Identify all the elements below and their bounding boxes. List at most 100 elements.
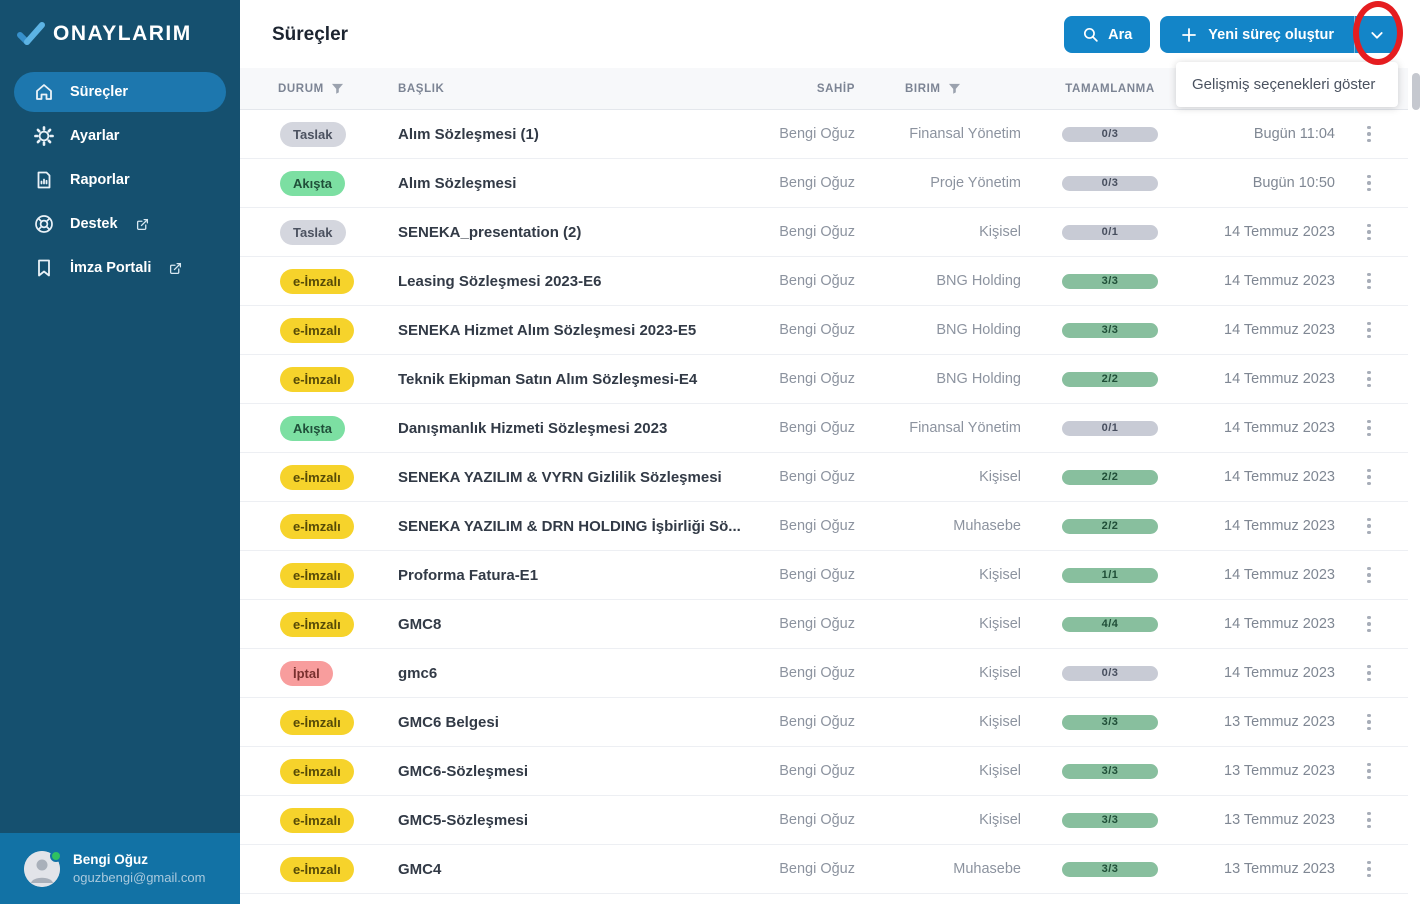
process-title[interactable]: GMC6-Sözleşmesi <box>398 762 529 780</box>
kebab-menu-icon[interactable] <box>1363 316 1375 344</box>
table-row[interactable]: e-İmzalı GMC8 Bengi Oğuz Kişisel 4/4 14 … <box>240 600 1408 649</box>
table-row[interactable]: e-İmzalı Leasing Sözleşmesi 2023-E6 Beng… <box>240 257 1408 306</box>
status-badge: İptal <box>280 660 333 686</box>
table-row[interactable]: e-İmzalı GMC4 Bengi Oğuz Muhasebe 3/3 13… <box>240 845 1408 894</box>
unit-name: Kişisel <box>979 616 1021 632</box>
process-title[interactable]: SENEKA YAZILIM & VYRN Gizlilik Sözleşmes… <box>398 468 722 486</box>
owner-name: Bengi Oğuz <box>779 126 855 142</box>
date-value: 14 Temmuz 2023 <box>1224 567 1335 583</box>
kebab-menu-icon[interactable] <box>1363 463 1375 491</box>
process-title[interactable]: GMC6 Belgesi <box>398 713 499 731</box>
table-row[interactable]: Akışta Alım Sözleşmesi Bengi Oğuz Proje … <box>240 159 1408 208</box>
process-title[interactable]: GMC4 <box>398 860 442 878</box>
table-row[interactable]: e-İmzalı GMC6 Belgesi Bengi Oğuz Kişisel… <box>240 698 1408 747</box>
kebab-menu-icon[interactable] <box>1363 414 1375 442</box>
process-title[interactable]: Alım Sözleşmesi (1) <box>398 125 539 143</box>
table-body: Taslak Alım Sözleşmesi (1) Bengi Oğuz Fi… <box>240 110 1408 894</box>
unit-name: Muhasebe <box>953 518 1021 534</box>
online-status-dot <box>50 849 62 862</box>
sidebar-item-ayarlar[interactable]: Ayarlar <box>14 116 226 156</box>
kebab-menu-icon[interactable] <box>1363 659 1375 687</box>
date-value: 13 Temmuz 2023 <box>1224 714 1335 730</box>
filter-icon-durum[interactable] <box>331 83 344 95</box>
sidebar-item-destek[interactable]: Destek <box>14 204 226 244</box>
kebab-menu-icon[interactable] <box>1363 855 1375 883</box>
table-row[interactable]: e-İmzalı GMC5-Sözleşmesi Bengi Oğuz Kişi… <box>240 796 1408 845</box>
column-header-tamamlanma: TAMAMLANMA <box>1065 82 1155 95</box>
owner-name: Bengi Oğuz <box>779 469 855 485</box>
process-title[interactable]: GMC5-Sözleşmesi <box>398 811 529 829</box>
status-badge: e-İmzalı <box>280 807 354 833</box>
process-title[interactable]: GMC8 <box>398 615 442 633</box>
avatar <box>24 850 60 887</box>
unit-name: BNG Holding <box>936 371 1021 387</box>
owner-name: Bengi Oğuz <box>779 616 855 632</box>
kebab-menu-icon[interactable] <box>1363 561 1375 589</box>
status-badge: e-İmzalı <box>280 513 354 539</box>
external-link-icon <box>169 262 182 275</box>
user-profile[interactable]: Bengi Oğuz oguzbengi@gmail.com <box>0 833 240 904</box>
table-row[interactable]: Akışta Danışmanlık Hizmeti Sözleşmesi 20… <box>240 404 1408 453</box>
kebab-menu-icon[interactable] <box>1363 757 1375 785</box>
status-badge: Taslak <box>280 121 346 147</box>
sidebar-item-label: İmza Portali <box>70 260 152 276</box>
external-link-icon <box>136 218 149 231</box>
table-row[interactable]: Taslak SENEKA_presentation (2) Bengi Oğu… <box>240 208 1408 257</box>
status-badge: e-İmzalı <box>280 317 354 343</box>
sidebar: ONAYLARIM Süreçler Ayarlar <box>0 0 240 904</box>
table-row[interactable]: e-İmzalı SENEKA Hizmet Alım Sözleşmesi 2… <box>240 306 1408 355</box>
table-row[interactable]: Taslak Alım Sözleşmesi (1) Bengi Oğuz Fi… <box>240 110 1408 159</box>
process-title[interactable]: SENEKA_presentation (2) <box>398 223 582 241</box>
process-title[interactable]: Proforma Fatura-E1 <box>398 566 539 584</box>
owner-name: Bengi Oğuz <box>779 812 855 828</box>
table-row[interactable]: e-İmzalı Proforma Fatura-E1 Bengi Oğuz K… <box>240 551 1408 600</box>
kebab-menu-icon[interactable] <box>1363 708 1375 736</box>
sidebar-item-raporlar[interactable]: Raporlar <box>14 160 226 200</box>
kebab-menu-icon[interactable] <box>1363 120 1375 148</box>
table-row[interactable]: e-İmzalı SENEKA YAZILIM & DRN HOLDING İş… <box>240 502 1408 551</box>
process-title[interactable]: Teknik Ekipman Satın Alım Sözleşmesi-E4 <box>398 370 698 388</box>
table-row[interactable]: e-İmzalı GMC6-Sözleşmesi Bengi Oğuz Kişi… <box>240 747 1408 796</box>
process-title[interactable]: Leasing Sözleşmesi 2023-E6 <box>398 272 602 290</box>
progress-pill: 2/2 <box>1062 469 1158 485</box>
process-title[interactable]: gmc6 <box>398 664 438 682</box>
page-title: Süreçler <box>272 24 349 45</box>
unit-name: Finansal Yönetim <box>909 420 1021 436</box>
date-value: 14 Temmuz 2023 <box>1224 371 1335 387</box>
kebab-menu-icon[interactable] <box>1363 610 1375 638</box>
table-row[interactable]: e-İmzalı Teknik Ekipman Satın Alım Sözle… <box>240 355 1408 404</box>
owner-name: Bengi Oğuz <box>779 273 855 289</box>
process-title[interactable]: Danışmanlık Hizmeti Sözleşmesi 2023 <box>398 419 668 437</box>
process-title[interactable]: SENEKA Hizmet Alım Sözleşmesi 2023-E5 <box>398 321 697 339</box>
sidebar-item-label: Ayarlar <box>70 128 120 144</box>
create-process-dropdown-button[interactable] <box>1354 16 1398 53</box>
advanced-options-menu-item[interactable]: Gelişmiş seçenekleri göster <box>1192 76 1376 93</box>
process-title[interactable]: SENEKA YAZILIM & DRN HOLDING İşbirliği S… <box>398 517 741 535</box>
column-header-birim: BIRIM <box>905 82 941 95</box>
process-title[interactable]: Alım Sözleşmesi <box>398 174 517 192</box>
unit-name: Kişisel <box>979 567 1021 583</box>
unit-name: Kişisel <box>979 665 1021 681</box>
sidebar-item-surecler[interactable]: Süreçler <box>14 72 226 112</box>
progress-pill: 3/3 <box>1062 714 1158 730</box>
column-header-durum: DURUM <box>278 82 324 95</box>
kebab-menu-icon[interactable] <box>1363 512 1375 540</box>
date-value: 13 Temmuz 2023 <box>1224 812 1335 828</box>
filter-icon-birim[interactable] <box>948 83 961 95</box>
search-button[interactable]: Ara <box>1064 16 1151 53</box>
kebab-menu-icon[interactable] <box>1363 365 1375 393</box>
scrollbar-thumb[interactable] <box>1412 73 1420 110</box>
kebab-menu-icon[interactable] <box>1363 169 1375 197</box>
date-value: 14 Temmuz 2023 <box>1224 665 1335 681</box>
owner-name: Bengi Oğuz <box>779 322 855 338</box>
date-value: 14 Temmuz 2023 <box>1224 420 1335 436</box>
kebab-menu-icon[interactable] <box>1363 218 1375 246</box>
kebab-menu-icon[interactable] <box>1363 267 1375 295</box>
table-row[interactable]: e-İmzalı SENEKA YAZILIM & VYRN Gizlilik … <box>240 453 1408 502</box>
sidebar-nav: Süreçler Ayarlar <box>14 72 226 288</box>
sidebar-item-imza-portali[interactable]: İmza Portali <box>14 248 226 288</box>
kebab-menu-icon[interactable] <box>1363 806 1375 834</box>
table-row[interactable]: İptal gmc6 Bengi Oğuz Kişisel 0/3 14 Tem… <box>240 649 1408 698</box>
status-badge: Taslak <box>280 219 346 245</box>
create-process-button[interactable]: Yeni süreç oluştur <box>1160 16 1354 53</box>
